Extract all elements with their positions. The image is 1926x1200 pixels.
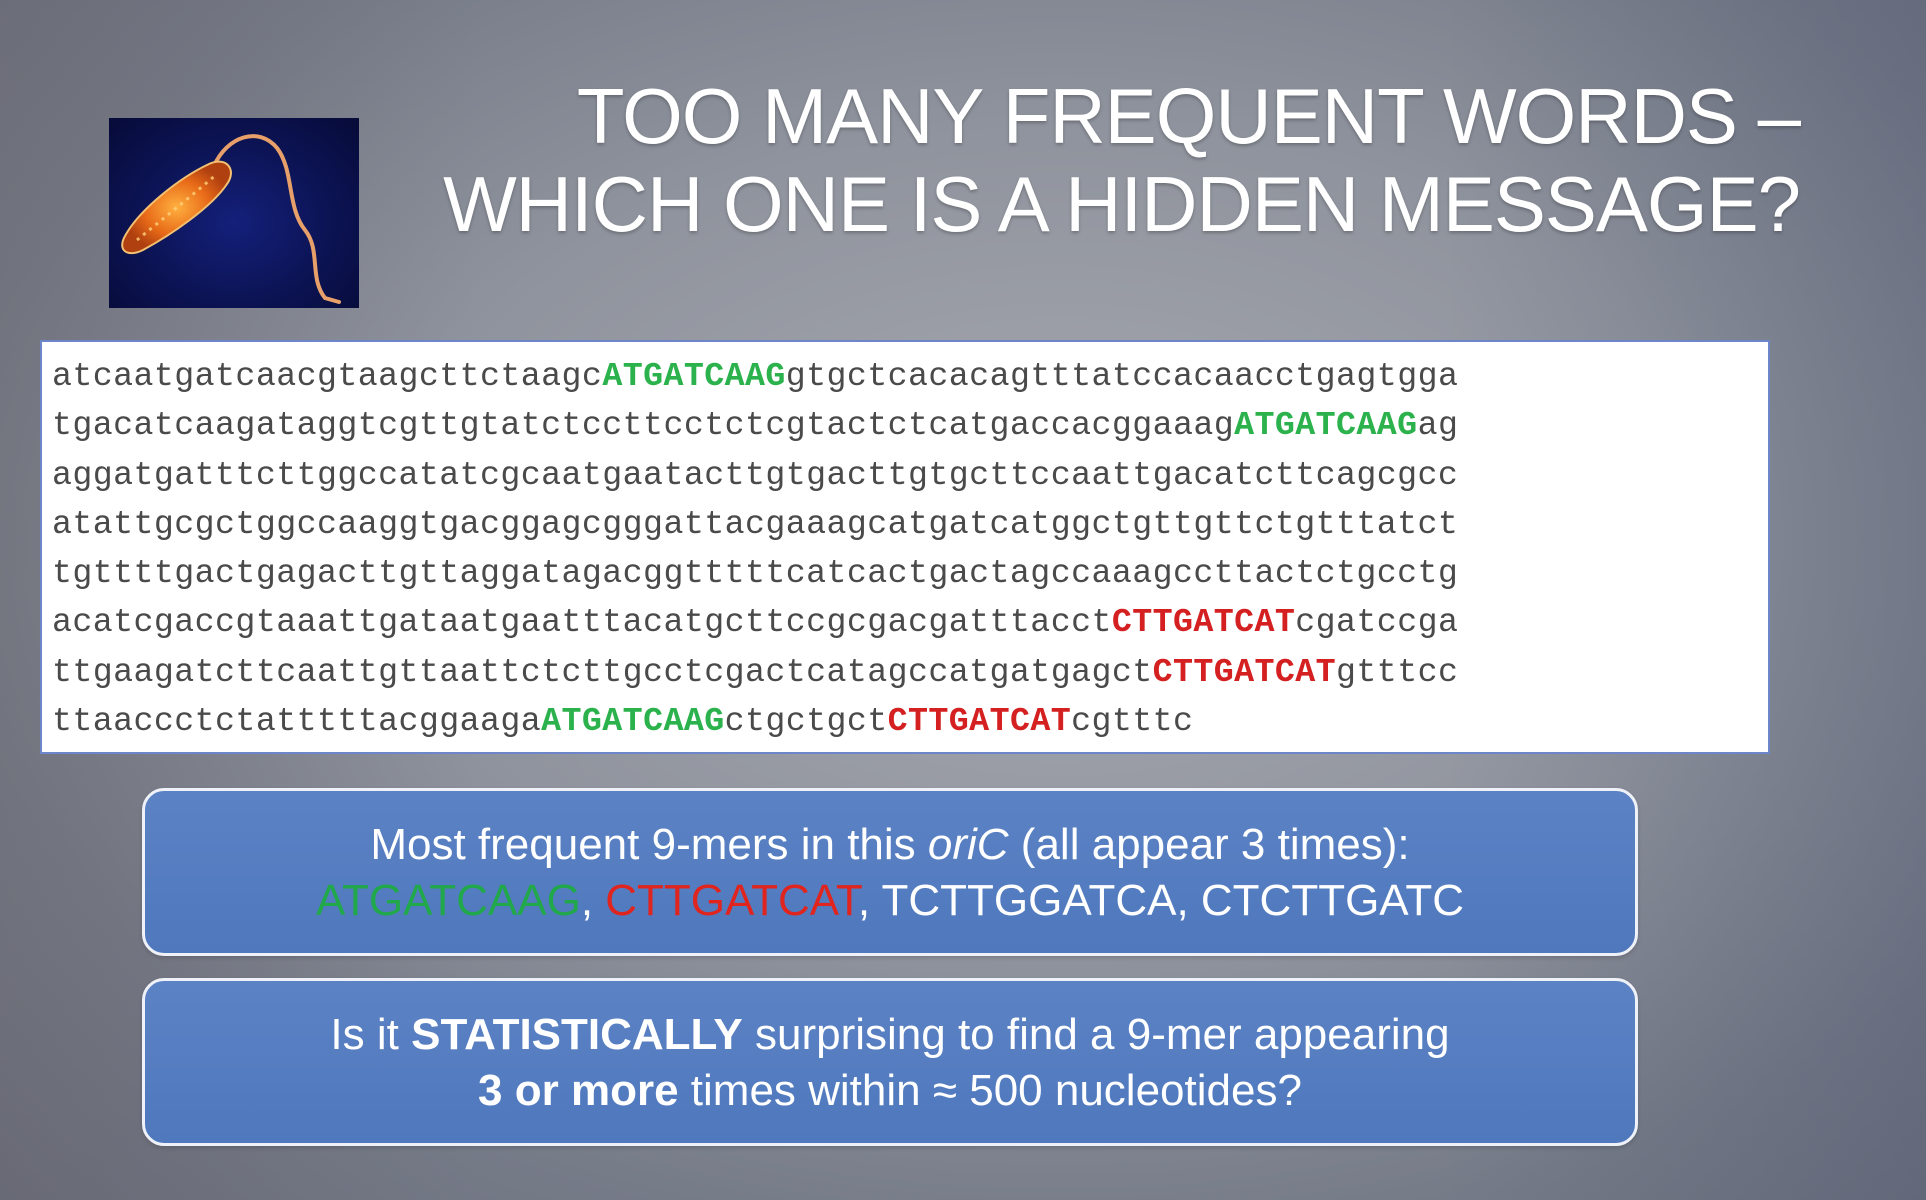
sequence-line: aggatgatttcttggccatatcgcaatgaatacttgtgac…: [52, 451, 1768, 500]
oric-term: oriC: [927, 820, 1009, 869]
sequence-segment: ttgaagatcttcaattgttaattctcttgcctcgactcat…: [52, 652, 1153, 691]
dna-sequence-box: atcaatgatcaacgtaagcttctaagcATGATCAAGgtgc…: [40, 340, 1770, 754]
highlighted-kmer-green: ATGATCAAG: [1234, 406, 1418, 445]
sequence-line: tgacatcaagataggtcgttgtatctccttcctctcgtac…: [52, 401, 1768, 450]
sequence-line: atattgcgctggccaaggtgacggagcgggattacgaaag…: [52, 500, 1768, 549]
title-line-2: WHICH ONE IS A HIDDEN MESSAGE?: [443, 160, 1801, 248]
highlighted-kmer-green: ATGATCAAG: [541, 702, 725, 741]
question-post: times within ≈ 500 nucleotides?: [678, 1066, 1302, 1115]
kmers-heading-suffix: (all appear 3 times):: [1008, 820, 1410, 869]
kmer-others: TCTTGGATCA, CTCTTGATC: [881, 876, 1465, 925]
title-line-1: TOO MANY FREQUENT WORDS –: [576, 72, 1801, 160]
bacterium-image: [109, 118, 359, 308]
sequence-segment: gtgctcacacagtttatccacaacctgagtgga: [785, 357, 1459, 395]
sequence-segment: ctgctgct: [724, 702, 888, 741]
question-line-1: Is it STATISTICALLY surprising to find a…: [145, 1007, 1635, 1063]
highlighted-kmer-red: CTTGATCAT: [887, 702, 1072, 741]
kmers-list: ATGATCAAG, CTTGATCAT, TCTTGGATCA, CTCTTG…: [145, 873, 1635, 929]
question-mid: surprising to find a 9-mer appearing: [742, 1010, 1450, 1059]
question-line-2: 3 or more times within ≈ 500 nucleotides…: [145, 1063, 1635, 1119]
highlighted-kmer-red: CTTGATCAT: [1152, 652, 1337, 691]
sequence-line: acatcgaccgtaaattgataatgaatttacatgcttccgc…: [52, 598, 1768, 647]
question-emphasis-count: 3 or more: [478, 1066, 679, 1115]
question-emphasis: STATISTICALLY: [411, 1010, 743, 1059]
frequent-kmers-box: Most frequent 9-mers in this oriC (all a…: [142, 788, 1638, 956]
sequence-segment: atcaatgatcaacgtaagcttctaagc: [52, 357, 603, 395]
sequence-segment: aggatgatttcttggccatatcgcaatgaatacttgtgac…: [52, 455, 1459, 494]
sequence-line: ttaaccctctatttttacggaagaATGATCAAGctgctgc…: [52, 697, 1768, 746]
kmer-separator: ,: [580, 876, 606, 925]
sequence-segment: ag: [1417, 406, 1459, 445]
sequence-segment: atattgcgctggccaaggtgacggagcgggattacgaaag…: [52, 504, 1459, 543]
statistics-question-box: Is it STATISTICALLY surprising to find a…: [142, 978, 1638, 1146]
sequence-line: atcaatgatcaacgtaagcttctaagcATGATCAAGgtgc…: [52, 352, 1768, 401]
sequence-line: tgttttgactgagacttgttaggatagacggtttttcatc…: [52, 549, 1768, 598]
sequence-segment: cgatccga: [1295, 603, 1459, 642]
sequence-segment: acatcgaccgtaaattgataatgaatttacatgcttccgc…: [52, 603, 1112, 642]
kmers-heading-text: Most frequent 9-mers in this: [370, 820, 928, 869]
sequence-segment: tgacatcaagataggtcgttgtatctccttcctctcgtac…: [52, 406, 1235, 445]
bacterium-icon: [121, 134, 341, 304]
kmers-heading: Most frequent 9-mers in this oriC (all a…: [145, 817, 1635, 873]
kmer-separator: ,: [857, 876, 882, 925]
highlighted-kmer-green: ATGATCAAG: [602, 357, 786, 395]
highlighted-kmer-red: CTTGATCAT: [1111, 603, 1296, 642]
sequence-segment: cgtttc: [1071, 702, 1194, 741]
sequence-line: ttgaagatcttcaattgttaattctcttgcctcgactcat…: [52, 648, 1768, 697]
question-pre: Is it: [330, 1010, 412, 1059]
kmer-red: CTTGATCAT: [605, 876, 858, 925]
kmer-green: ATGATCAAG: [315, 876, 581, 925]
slide-title: TOO MANY FREQUENT WORDS – WHICH ONE IS A…: [420, 72, 1801, 248]
sequence-segment: tgttttgactgagacttgttaggatagacggtttttcatc…: [52, 554, 1459, 593]
sequence-segment: gtttcc: [1336, 652, 1459, 691]
sequence-segment: ttaaccctctatttttacggaaga: [52, 702, 542, 741]
